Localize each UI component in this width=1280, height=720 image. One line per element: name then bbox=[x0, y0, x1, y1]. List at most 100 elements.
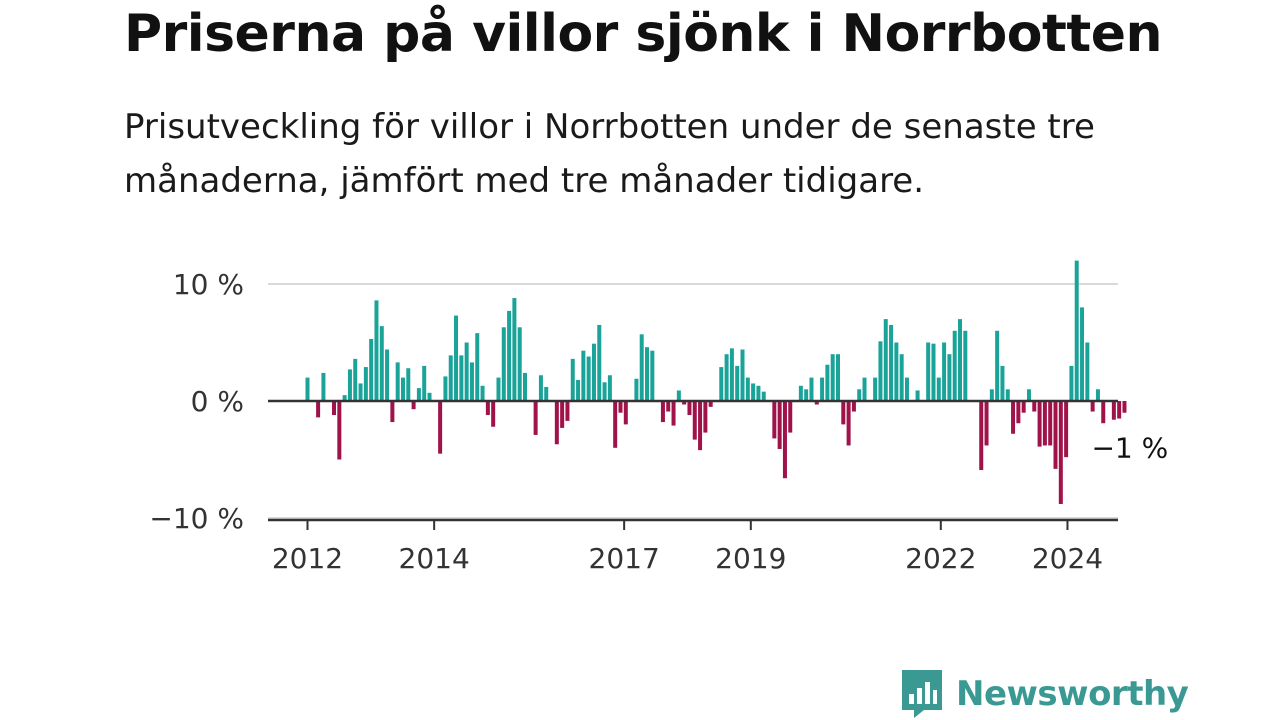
bar bbox=[915, 390, 920, 401]
bar bbox=[496, 377, 501, 401]
bar bbox=[1021, 401, 1026, 413]
bar bbox=[666, 401, 671, 412]
x-tick-label: 2017 bbox=[589, 542, 660, 575]
y-tick-label: −10 % bbox=[149, 502, 244, 535]
bar bbox=[533, 401, 538, 435]
bar bbox=[894, 342, 899, 401]
bar bbox=[650, 350, 655, 401]
bar bbox=[836, 354, 840, 401]
x-tick-label: 2022 bbox=[905, 542, 976, 575]
bar bbox=[989, 389, 994, 401]
bar bbox=[512, 298, 517, 401]
bar bbox=[751, 383, 756, 401]
bar bbox=[607, 375, 612, 401]
bar bbox=[947, 354, 952, 401]
bar bbox=[1011, 401, 1016, 434]
bar bbox=[305, 377, 310, 401]
bar bbox=[390, 401, 395, 423]
labels: 10 % 0 % −10 % 2012 2014 2017 2019 2022 2024 −1 % bbox=[149, 268, 1168, 575]
bar bbox=[379, 326, 384, 401]
x-tick-label: 2014 bbox=[399, 542, 470, 575]
x-tick-label: 2012 bbox=[272, 542, 343, 575]
bar bbox=[889, 324, 894, 401]
bar bbox=[698, 401, 703, 451]
bar bbox=[602, 382, 607, 401]
bar bbox=[363, 367, 368, 401]
bar bbox=[491, 401, 496, 427]
bar bbox=[809, 377, 814, 401]
bar bbox=[1095, 389, 1100, 401]
bar bbox=[374, 300, 379, 401]
bar-chart-speech-icon bbox=[902, 670, 942, 718]
grid-lines bbox=[268, 283, 1118, 519]
bar bbox=[1101, 401, 1106, 424]
bar bbox=[1080, 307, 1085, 401]
bar bbox=[475, 333, 480, 401]
chart-title: Priserna på villor sjönk i Norrbotten bbox=[124, 4, 1163, 64]
bar bbox=[804, 389, 809, 401]
bar bbox=[814, 401, 819, 405]
bar bbox=[1074, 260, 1079, 401]
bar bbox=[660, 401, 665, 423]
bar bbox=[618, 401, 623, 413]
bar bbox=[332, 401, 337, 416]
bar bbox=[820, 377, 825, 401]
bar bbox=[979, 401, 984, 471]
bar bbox=[899, 354, 904, 401]
bar bbox=[623, 401, 628, 425]
bar bbox=[1048, 401, 1053, 446]
bar bbox=[369, 338, 374, 401]
chart-subtitle: Prisutveckling för villor i Norrbotten u… bbox=[124, 107, 1095, 201]
bar bbox=[735, 365, 740, 401]
bar bbox=[416, 388, 421, 401]
bar bbox=[454, 315, 459, 401]
bar bbox=[634, 378, 639, 401]
bar bbox=[469, 362, 474, 401]
bar bbox=[576, 379, 581, 401]
bar bbox=[1090, 401, 1095, 412]
bar bbox=[1000, 365, 1005, 401]
bar bbox=[1037, 401, 1042, 447]
bar bbox=[687, 401, 692, 416]
bar bbox=[358, 383, 363, 401]
bar bbox=[347, 369, 352, 401]
bar bbox=[862, 377, 867, 401]
bar bbox=[846, 401, 851, 446]
bar bbox=[427, 392, 432, 401]
bar bbox=[1064, 401, 1069, 458]
bar bbox=[1026, 389, 1031, 401]
bar bbox=[761, 391, 766, 401]
newsworthy-logo: Newsworthy bbox=[902, 670, 1189, 718]
bar bbox=[1053, 401, 1058, 469]
bar bbox=[788, 401, 793, 433]
bar bbox=[1005, 389, 1010, 401]
bar bbox=[984, 401, 989, 446]
x-tick-label: 2019 bbox=[715, 542, 786, 575]
y-tick-label: 0 % bbox=[191, 385, 244, 418]
last-value-label: −1 % bbox=[1091, 432, 1168, 465]
bar bbox=[400, 377, 405, 401]
bar bbox=[321, 372, 326, 401]
bar bbox=[395, 362, 400, 401]
bar bbox=[692, 401, 697, 440]
bar bbox=[724, 354, 729, 401]
bar bbox=[1058, 401, 1063, 504]
bar bbox=[777, 401, 782, 449]
bar bbox=[841, 401, 846, 425]
y-tick-label: 10 % bbox=[173, 268, 244, 301]
bar bbox=[1085, 342, 1090, 401]
bar bbox=[825, 364, 830, 401]
bar bbox=[878, 341, 883, 401]
bar bbox=[353, 358, 358, 401]
bar bbox=[597, 324, 602, 401]
bar bbox=[740, 349, 745, 401]
bar bbox=[443, 376, 448, 401]
bar bbox=[1117, 401, 1122, 419]
bar bbox=[883, 319, 888, 401]
bar bbox=[565, 401, 570, 421]
bar bbox=[904, 377, 909, 401]
bar bbox=[517, 327, 522, 401]
bar bbox=[438, 401, 443, 454]
bar bbox=[1032, 401, 1037, 412]
bar bbox=[507, 310, 512, 401]
